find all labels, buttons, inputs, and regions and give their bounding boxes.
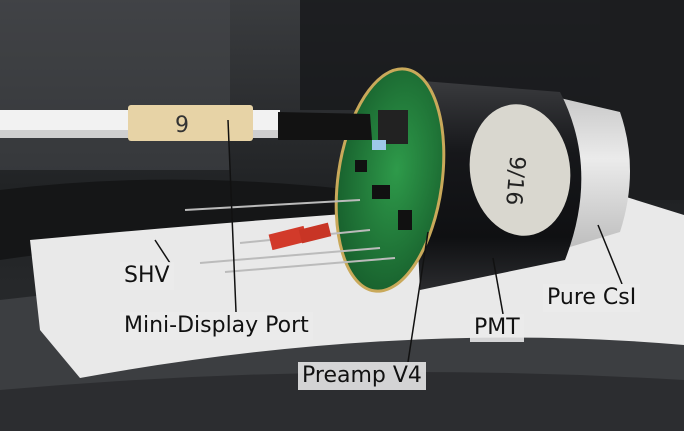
background-box [0, 0, 230, 170]
label-pmt: PMT [470, 314, 524, 342]
label-shv: SHV [120, 262, 174, 290]
pmt-label-text: 9/16 [500, 155, 529, 206]
label-preamp: Preamp V4 [298, 362, 426, 390]
pcb-chip [355, 160, 367, 172]
mini-display-port-cable [278, 112, 372, 140]
label-mini-display-port: Mini-Display Port [120, 312, 313, 340]
pcb-connector [378, 110, 408, 144]
pcb-ribbon [372, 140, 386, 150]
pcb-chip [398, 210, 412, 230]
pcb-chip [372, 185, 390, 199]
cable-tape [128, 105, 253, 141]
label-pure-csi: Pure CsI [543, 284, 640, 312]
tape-text: 9 [175, 113, 189, 138]
